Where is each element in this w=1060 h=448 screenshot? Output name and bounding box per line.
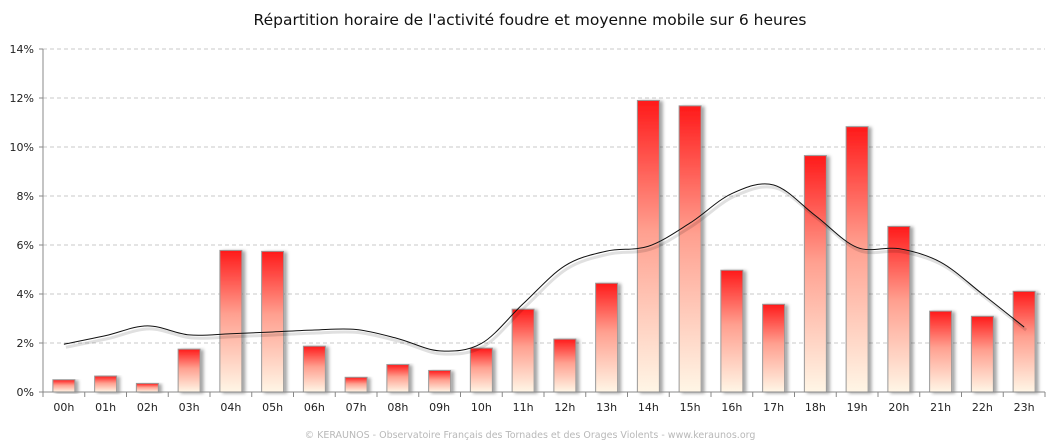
chart-title: Répartition horaire de l'activité foudre… [253, 11, 807, 29]
x-tick-label: 22h [972, 401, 993, 414]
copyright-footer: © KERAUNOS - Observatoire Français des T… [304, 430, 756, 441]
x-tick-label: 19h [847, 401, 868, 414]
x-tick-label: 16h [721, 401, 742, 414]
x-tick-label: 08h [387, 401, 408, 414]
bar-18h [803, 155, 827, 393]
x-tick-label: 02h [137, 401, 158, 414]
bar-02h [135, 382, 159, 393]
bar-16h [720, 269, 744, 393]
bar-19h [845, 126, 869, 393]
bar-12h [553, 338, 577, 393]
y-tick-label: 0% [17, 386, 34, 399]
bar-15h [678, 105, 702, 393]
x-tick-label: 18h [805, 401, 826, 414]
bar-13h [595, 282, 619, 393]
bar-21h [929, 310, 953, 393]
x-tick-label: 04h [220, 401, 241, 414]
x-tick-label: 10h [471, 401, 492, 414]
x-tick-label: 06h [304, 401, 325, 414]
x-tick-label: 00h [53, 401, 74, 414]
x-tick-label: 15h [680, 401, 701, 414]
x-tick-label: 14h [638, 401, 659, 414]
bar-10h [469, 347, 493, 393]
y-tick-label: 14% [10, 43, 34, 56]
bar-07h [344, 376, 368, 393]
y-tick-label: 12% [10, 92, 34, 105]
bar-06h [302, 345, 326, 393]
moving-average-line [63, 183, 1025, 352]
moving-average-shadow [65, 185, 1028, 356]
bar-09h [428, 369, 452, 393]
bar-00h [52, 379, 76, 393]
x-tick-label: 03h [179, 401, 200, 414]
bar-01h [94, 375, 118, 393]
bar-11h [511, 308, 535, 393]
x-tick-label: 01h [95, 401, 116, 414]
y-tick-label: 2% [17, 337, 34, 350]
bar-03h [177, 348, 201, 393]
bar-22h [970, 315, 994, 393]
bar-17h [762, 303, 786, 393]
bar-04h [219, 249, 243, 393]
x-tick-label: 17h [763, 401, 784, 414]
x-tick-label: 05h [262, 401, 283, 414]
y-tick-label: 6% [17, 239, 34, 252]
bar-08h [386, 364, 410, 393]
x-tick-label: 20h [888, 401, 909, 414]
x-tick-label: 21h [930, 401, 951, 414]
bar-05h [261, 250, 285, 393]
x-tick-label: 23h [1014, 401, 1035, 414]
x-tick-label: 07h [346, 401, 367, 414]
x-tick-label: 13h [596, 401, 617, 414]
y-tick-label: 10% [10, 141, 34, 154]
y-tick-label: 4% [17, 288, 34, 301]
x-tick-label: 12h [554, 401, 575, 414]
y-tick-label: 8% [17, 190, 34, 203]
bar-23h [1012, 290, 1036, 393]
x-tick-label: 09h [429, 401, 450, 414]
x-tick-label: 11h [513, 401, 534, 414]
